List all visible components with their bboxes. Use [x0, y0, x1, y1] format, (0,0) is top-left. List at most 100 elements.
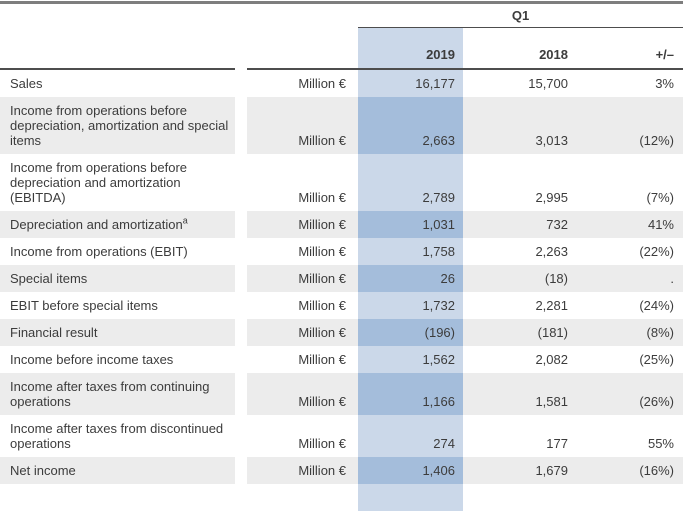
row-unit: Million €: [247, 457, 358, 484]
row-unit: Million €: [247, 97, 358, 154]
column-gutter: [235, 292, 247, 319]
row-unit: Million €: [298, 298, 346, 313]
table-row: Net income Million € 1,406 1,679 (16%): [0, 457, 683, 484]
row-label-text: EBIT before special items: [10, 298, 158, 313]
value-2018: 1,581: [463, 373, 573, 415]
quarter-header-row: Q1: [0, 2, 683, 28]
row-label: Income from operations (EBIT): [0, 238, 235, 265]
highlight-column-tail: [358, 484, 463, 511]
value-2018: 2,281: [535, 298, 568, 313]
column-header-2019: 2019: [358, 27, 463, 70]
table-row: Financial result Million € (196) (181) (…: [0, 319, 683, 346]
row-label-text: Depreciation and amortization: [10, 217, 183, 232]
value-change: (22%): [639, 244, 674, 259]
value-2019: 16,177: [358, 69, 463, 97]
value-2019: 274: [358, 415, 463, 457]
row-label-text: Financial result: [10, 325, 98, 340]
value-change: (26%): [573, 373, 683, 415]
row-label-text: Income from operations (EBIT): [10, 244, 188, 259]
column-gutter: [235, 154, 247, 211]
value-2018: 3,013: [463, 97, 573, 154]
value-2019: 2,663: [358, 97, 463, 154]
value-2019: 1,406: [358, 457, 463, 484]
quarter-header-spacer: [0, 3, 358, 28]
value-2019: 1,732: [358, 292, 463, 319]
quarter-label: Q1: [358, 2, 683, 28]
row-label: Income from operations before depreciati…: [0, 154, 235, 211]
table-header: Q1 2019 2018 +/–: [0, 2, 683, 70]
value-change: (24%): [639, 298, 674, 313]
table-row: EBIT before special items Million € 1,73…: [0, 292, 683, 319]
row-unit: Million €: [298, 244, 346, 259]
table-row: Income after taxes from discontinued ope…: [0, 415, 683, 457]
column-gutter: [235, 346, 247, 373]
highlight-column-tail-row: [0, 484, 683, 511]
row-label-text: Income before income taxes: [10, 352, 174, 367]
value-2019: 1,031: [358, 211, 463, 238]
row-label-text: Income after taxes from discontinued ope…: [10, 421, 224, 451]
value-2018: 2,995: [535, 190, 568, 205]
table-row: Depreciation and amortizationa Million €…: [0, 211, 683, 238]
value-change: (12%): [573, 97, 683, 154]
column-gutter: [235, 415, 247, 457]
footnote-marker: a: [182, 215, 188, 226]
column-gutter: [235, 319, 247, 346]
value-2019: 1,166: [358, 373, 463, 415]
value-change: 41%: [573, 211, 683, 238]
value-change: .: [573, 265, 683, 292]
row-unit: Million €: [298, 76, 346, 91]
column-gutter: [235, 265, 247, 292]
value-2019: 2,789: [358, 154, 463, 211]
row-label-text: Sales: [10, 76, 43, 91]
row-label-text: Special items: [10, 271, 88, 286]
table-row: Income before income taxes Million € 1,5…: [0, 346, 683, 373]
row-unit: Million €: [298, 436, 346, 451]
value-2019: (196): [358, 319, 463, 346]
row-label: Net income: [0, 457, 235, 484]
value-2018: 732: [463, 211, 573, 238]
row-unit: Million €: [298, 352, 346, 367]
row-unit: Million €: [247, 265, 358, 292]
row-label-text: Income from operations before depreciati…: [10, 103, 229, 148]
column-header-row: 2019 2018 +/–: [0, 27, 683, 70]
table-row: Income after taxes from continuing opera…: [0, 373, 683, 415]
value-change: 55%: [647, 436, 674, 451]
tail-spacer-right: [463, 484, 683, 511]
column-header-label-spacer: [0, 27, 235, 70]
value-change: (7%): [646, 190, 674, 205]
table-row: Sales Million € 16,177 15,700 3%: [0, 69, 683, 97]
row-label: Income after taxes from discontinued ope…: [0, 415, 235, 457]
row-unit: Million €: [298, 190, 346, 205]
column-gutter: [235, 373, 247, 415]
table-row: Income from operations before depreciati…: [0, 97, 683, 154]
column-gutter: [235, 457, 247, 484]
tail-spacer-left: [0, 484, 358, 511]
value-change: (8%): [573, 319, 683, 346]
column-gutter: [235, 238, 247, 265]
value-change: (16%): [573, 457, 683, 484]
row-unit: Million €: [247, 319, 358, 346]
value-2019: 26: [358, 265, 463, 292]
row-unit: Million €: [247, 211, 358, 238]
row-label-text: Income from operations before depreciati…: [10, 160, 188, 205]
value-2019: 1,562: [358, 346, 463, 373]
row-label: EBIT before special items: [0, 292, 235, 319]
column-gutter: [235, 27, 247, 69]
table-row: Income from operations (EBIT) Million € …: [0, 238, 683, 265]
value-2018: 1,679: [463, 457, 573, 484]
value-change: (25%): [639, 352, 674, 367]
value-2018: 177: [546, 436, 568, 451]
value-2018: 15,700: [528, 76, 568, 91]
column-gutter: [235, 69, 247, 97]
value-2018: 2,263: [535, 244, 568, 259]
column-header-change: +/–: [573, 27, 683, 70]
value-2018: (18): [463, 265, 573, 292]
row-label: Income after taxes from continuing opera…: [0, 373, 235, 415]
row-label-text: Net income: [10, 463, 76, 478]
column-gutter: [235, 211, 247, 238]
table-body: Sales Million € 16,177 15,700 3% Income …: [0, 69, 683, 484]
value-change: 3%: [655, 76, 674, 91]
row-unit: Million €: [247, 373, 358, 415]
column-header-2018: 2018: [463, 27, 573, 70]
